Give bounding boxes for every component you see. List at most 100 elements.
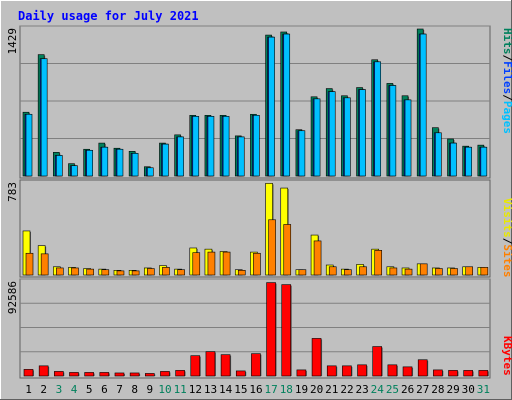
x-tick-label-27: 27 [416, 383, 429, 396]
pages-bar-24 [374, 61, 382, 177]
x-tick-label-26: 26 [401, 383, 414, 396]
x-tick-label-22: 22 [340, 383, 353, 396]
sites-bar-22 [344, 269, 352, 276]
x-tick-label-11: 11 [174, 383, 187, 396]
kbytes-bar-1 [23, 369, 34, 377]
pages-bar-17 [268, 36, 275, 177]
sites-bar-9 [146, 268, 155, 276]
sites-bar-11 [177, 269, 185, 276]
sites-bar-19 [298, 269, 307, 276]
sites-bar-10 [162, 267, 170, 276]
pages-bar-2 [40, 58, 48, 177]
legend-hits: Hits [501, 28, 512, 55]
sites-bar-23 [359, 266, 367, 276]
kbytes-bar-22 [342, 365, 352, 377]
x-axis-labels: 1 2 3 4 5 6 7 8 9 10 11 12 13 14 15 16 17 18 19 20 21 22 23 24 2… [25, 383, 490, 396]
kbytes-bar-23 [357, 364, 367, 377]
kbytes-bar-11 [175, 370, 185, 377]
kbytes-bar-6 [99, 372, 110, 377]
kbytes-bar-12 [190, 355, 201, 377]
pages-bar-14 [222, 116, 230, 177]
kbytes-bar-18 [281, 284, 292, 377]
kbytes-bar-29 [448, 370, 458, 377]
pages-bar-19 [298, 130, 306, 177]
x-tick-label-15: 15 [234, 383, 247, 396]
x-tick-label-9: 9 [147, 383, 154, 396]
kbytes-bar-5 [84, 372, 94, 377]
x-tick-label-4: 4 [71, 383, 78, 396]
pages-bar-16 [253, 115, 260, 177]
legend-hits-files-pages: Hits/Files/Pages [501, 28, 512, 134]
x-tick-label-13: 13 [204, 383, 217, 396]
pages-bar-8 [131, 153, 139, 177]
pages-bar-29 [450, 142, 457, 177]
x-tick-label-21: 21 [325, 383, 338, 396]
kbytes-bar-14 [220, 354, 231, 377]
pages-bar-15 [237, 136, 245, 177]
pages-bar-20 [313, 98, 321, 177]
x-tick-label-16: 16 [249, 383, 262, 396]
pages-bar-3 [56, 155, 63, 177]
sites-bar-21 [328, 266, 337, 276]
sites-bar-12 [192, 252, 201, 276]
sites-bar-8 [131, 270, 140, 276]
legend-visits: Visits [501, 198, 512, 238]
pages-bar-31 [480, 146, 488, 177]
hits-axis-max-label: 1429 [6, 28, 19, 55]
x-tick-label-7: 7 [116, 383, 123, 396]
kbytes-bar-20 [311, 338, 322, 377]
legend-sites: Sites [501, 244, 512, 277]
kbytes-bar-4 [69, 372, 79, 377]
pages-bar-11 [177, 136, 184, 177]
x-tick-label-25: 25 [386, 383, 399, 396]
pages-bar-7 [116, 148, 124, 177]
pages-bar-12 [192, 116, 200, 177]
pages-bar-10 [162, 143, 169, 177]
sites-bar-26 [404, 268, 413, 276]
kbytes-bar-31 [478, 370, 489, 377]
kbytes-bar-26 [402, 366, 413, 377]
x-tick-label-29: 29 [446, 383, 459, 396]
x-tick-label-20: 20 [310, 383, 323, 396]
x-tick-label-30: 30 [462, 383, 475, 396]
kbytes-bar-2 [38, 365, 49, 377]
x-tick-label-12: 12 [189, 383, 202, 396]
sites-bar-29 [450, 268, 458, 276]
visits-axis-max-label: 783 [6, 182, 19, 202]
x-tick-label-17: 17 [265, 383, 278, 396]
chart-title: Daily usage for July 2021 [18, 9, 199, 23]
sites-bar-24 [374, 250, 383, 276]
sites-bar-14 [222, 251, 231, 276]
legend-pages: Pages [501, 101, 512, 134]
sites-bar-7 [116, 270, 125, 276]
legend-visits-sites: Visits/Sites [501, 198, 512, 278]
sites-bar-31 [480, 267, 489, 276]
pages-bar-1 [25, 113, 33, 177]
bars-layer [22, 28, 489, 377]
sites-bar-15 [237, 270, 246, 276]
kbytes-bar-10 [160, 371, 170, 377]
sites-bar-25 [389, 267, 398, 276]
kbytes-bar-25 [387, 364, 398, 377]
x-tick-label-24: 24 [371, 383, 385, 396]
sites-bar-4 [71, 267, 79, 276]
grid-layer [20, 25, 490, 353]
sites-bar-5 [86, 268, 94, 276]
kbytes-bar-3 [54, 371, 64, 377]
pages-bar-4 [71, 165, 78, 177]
sites-bar-28 [435, 268, 443, 276]
pages-bar-9 [146, 167, 154, 177]
legend-sep-1: / [501, 55, 512, 62]
pages-bar-22 [344, 97, 351, 177]
sites-bar-13 [207, 251, 216, 276]
x-tick-label-19: 19 [295, 383, 308, 396]
kbytes-bar-24 [372, 346, 383, 377]
pages-bar-6 [101, 146, 109, 177]
x-tick-label-5: 5 [86, 383, 93, 396]
legend-kbytes: KBytes [501, 336, 512, 376]
pages-bar-25 [389, 85, 397, 177]
sites-bar-27 [419, 263, 428, 276]
pages-bar-5 [86, 149, 93, 177]
pages-bar-18 [283, 33, 291, 177]
